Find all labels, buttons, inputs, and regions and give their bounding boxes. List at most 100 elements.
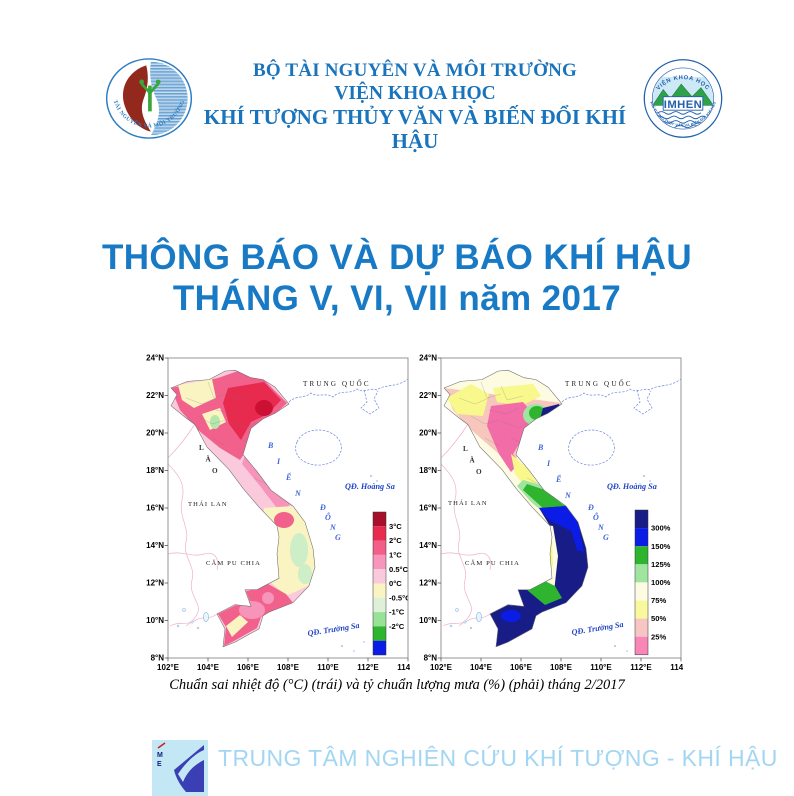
sea-and-neighbor-coastlines xyxy=(168,378,408,652)
label-china: TRUNG QUỐC xyxy=(303,380,371,388)
lon-tick-label: 104°E xyxy=(470,663,493,672)
label-sea-letter: Ể xyxy=(555,474,561,484)
lat-tick-label: 10°N xyxy=(419,616,437,625)
label-laos-letter: À xyxy=(470,455,476,465)
lat-tick-label: 24°N xyxy=(419,354,437,363)
map-axes: 24°N 22°N 20°N 18°N 16°N 14°N 12°N 10°N 8°N102°E… xyxy=(419,354,683,672)
legend-label: 50% xyxy=(651,614,666,623)
pen-icon xyxy=(157,742,166,749)
climate-center-logo: M E xyxy=(152,740,208,796)
vietnam-outline xyxy=(170,369,316,648)
lon-tick-label: 112°E xyxy=(630,663,652,672)
logo-letter-e: E xyxy=(157,761,162,768)
sea-and-neighbor-coastlines xyxy=(441,378,681,652)
legend-label: 0.5°C xyxy=(389,565,409,574)
label-sea-letter: Ể xyxy=(285,472,291,482)
lon-tick-label: 102°E xyxy=(430,663,453,672)
lon-tick-label: 108°E xyxy=(277,663,300,672)
label-sea-letter: B xyxy=(537,443,544,452)
label-sea-letter: Ô xyxy=(593,512,599,522)
ministry-name: BỘ TÀI NGUYÊN VÀ MÔI TRƯỜNG xyxy=(252,60,578,81)
label-sea-letter: Đ xyxy=(587,503,594,512)
title-line2: THÁNG V, VI, VII năm 2017 xyxy=(172,279,622,318)
label-thailand: THÁI LAN xyxy=(448,499,488,507)
label-sea-letter: N xyxy=(564,491,572,500)
lat-tick-label: 20°N xyxy=(419,429,437,438)
figure-caption: Chuẩn sai nhiệt độ (°C) (trái) và tỷ chu… xyxy=(169,677,625,693)
title-line1: THÔNG BÁO VÀ DỰ BÁO KHÍ HẬU xyxy=(101,238,693,277)
lon-tick-label: 110°E xyxy=(590,663,612,672)
label-sea-letter: G xyxy=(335,533,341,542)
lat-tick-label: 12°N xyxy=(419,579,437,588)
map-axes: 24°N 22°N 20°N 18°N 16°N 14°N 12°N 10°N 8°N102°E… xyxy=(146,354,410,672)
lon-tick-label: 110°E xyxy=(317,663,339,672)
lat-tick-label: 22°N xyxy=(419,391,437,400)
lon-tick-label: 114°E xyxy=(397,663,410,672)
label-sea-letter: Ô xyxy=(325,512,331,522)
label-sea-letter: N xyxy=(597,523,605,532)
lat-tick-label: 22°N xyxy=(146,391,164,400)
legend-label: 25% xyxy=(651,632,666,641)
footer-org-name: TRUNG TÂM NGHIÊN CỨU KHÍ TƯỢNG - KHÍ HẬU xyxy=(218,745,778,771)
label-cambodia: CĂM PU CHIA xyxy=(465,559,520,567)
label-thailand: THÁI LAN xyxy=(188,500,228,508)
legend-label: 3°C xyxy=(389,522,402,531)
legend-label: 150% xyxy=(651,542,671,551)
label-hoang-sa: QĐ. Hoàng Sa xyxy=(345,482,395,491)
label-laos-letter: À xyxy=(206,454,212,464)
lat-tick-label: 24°N xyxy=(146,354,164,363)
lat-tick-label: 8°N xyxy=(151,654,165,663)
monre-logo: TÀI NGUYÊN VÀ MÔI TRƯỜNG xyxy=(105,58,193,139)
lon-tick-label: 106°E xyxy=(237,663,260,672)
lon-tick-label: 106°E xyxy=(510,663,533,672)
legend-label: -2°C xyxy=(389,622,405,631)
imhen-acronym: IMHEN xyxy=(664,99,703,111)
lon-tick-label: 108°E xyxy=(550,663,573,672)
legend-label: -1°C xyxy=(389,608,405,617)
lon-tick-label: 114°E xyxy=(670,663,683,672)
label-sea-letter: N xyxy=(294,489,302,498)
legend-label: 0°C xyxy=(389,579,402,588)
institute-name-line1: VIỆN KHOA HỌC xyxy=(334,83,496,105)
header-text: BỘ TÀI NGUYÊN VÀ MÔI TRƯỜNG VIỆN KHOA HỌ… xyxy=(195,60,635,153)
lon-tick-label: 112°E xyxy=(357,663,379,672)
legend-label: 100% xyxy=(651,578,671,587)
label-sea-letter: Đ xyxy=(319,503,326,512)
imhen-logo: IMHEN VIỆN KHOA HỌC KHÍ TƯỢNG THỦY VĂN V… xyxy=(643,59,723,138)
label-laos-letter: L xyxy=(199,444,204,452)
label-laos-letter: L xyxy=(463,445,468,453)
lon-tick-label: 104°E xyxy=(197,663,220,672)
label-truong-sa: QĐ. Trường Sa xyxy=(307,621,360,638)
legend-label: 75% xyxy=(651,596,666,605)
legend-label: -0.5°C xyxy=(389,593,410,602)
lat-tick-label: 16°N xyxy=(419,504,437,513)
label-sea-letter: N xyxy=(329,523,337,532)
report-title: THÔNG BÁO VÀ DỰ BÁO KHÍ HẬU THÁNG V, VI,… xyxy=(0,237,794,319)
lat-tick-label: 20°N xyxy=(146,429,164,438)
label-hoang-sa: QĐ. Hoàng Sa xyxy=(607,482,657,491)
lat-tick-label: 16°N xyxy=(146,504,164,513)
lat-tick-label: 14°N xyxy=(146,541,164,550)
lat-tick-label: 8°N xyxy=(424,654,438,663)
lon-tick-label: 102°E xyxy=(157,663,180,672)
logo-letter-m: M xyxy=(157,752,163,759)
label-laos-letter: O xyxy=(476,468,482,476)
green-figure-icon xyxy=(139,79,161,112)
label-sea-letter: G xyxy=(603,533,609,542)
label-laos-letter: O xyxy=(212,467,218,475)
label-sea-letter: I xyxy=(546,459,551,468)
label-china: TRUNG QUỐC xyxy=(565,380,633,388)
lat-tick-label: 18°N xyxy=(146,466,164,475)
label-cambodia: CĂM PU CHIA xyxy=(206,559,261,567)
institute-name-line2: KHÍ TƯỢNG THỦY VĂN VÀ BIẾN ĐỔI KHÍ HẬU xyxy=(203,105,627,153)
legend-label: 2°C xyxy=(389,536,402,545)
vietnam-outline xyxy=(443,369,589,648)
legend-label: 1°C xyxy=(389,551,402,560)
legend-rainfall: 300% 150% 125% 100% 75% 50% 25% xyxy=(634,509,671,656)
lat-tick-label: 12°N xyxy=(146,579,164,588)
lat-tick-label: 10°N xyxy=(146,616,164,625)
legend-label: 125% xyxy=(651,560,671,569)
